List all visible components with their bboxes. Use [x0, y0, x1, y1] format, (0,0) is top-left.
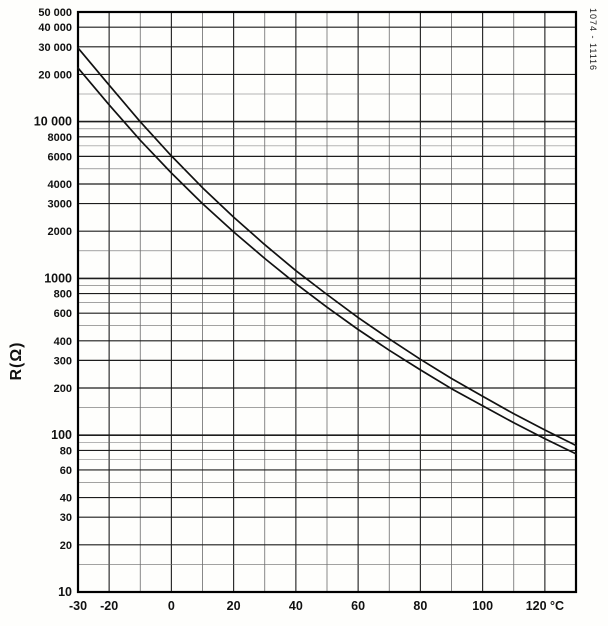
- y-tick-label: 10: [58, 585, 72, 599]
- x-tick-label: 100: [472, 599, 493, 613]
- y-tick-label: 600: [54, 308, 72, 320]
- y-tick-label: 200: [54, 383, 72, 395]
- y-tick-label: 8000: [48, 132, 72, 144]
- figure-number: 1074 - 11116: [588, 8, 598, 72]
- y-tick-label: 1000: [44, 271, 72, 285]
- y-tick-label: 30 000: [38, 42, 72, 54]
- y-tick-label: 800: [54, 289, 72, 301]
- y-tick-label: 40: [60, 493, 72, 505]
- y-tick-label: 100: [51, 428, 72, 442]
- plot-border: [76, 10, 578, 594]
- y-axis-title: R(Ω): [8, 341, 25, 381]
- y-tick-label: 60: [60, 465, 72, 477]
- x-tick-label: 120 °C: [526, 599, 564, 613]
- y-tick-label: 4000: [48, 179, 72, 191]
- y-tick-label: 40 000: [38, 22, 72, 34]
- x-tick-label: -30: [69, 599, 87, 613]
- y-tick-label: 30: [60, 512, 72, 524]
- y-tick-label: 3000: [48, 199, 72, 211]
- x-tick-label: 80: [413, 599, 427, 613]
- y-tick-label: 400: [54, 336, 72, 348]
- x-tick-label: 20: [227, 599, 241, 613]
- y-tick-label: 50 000: [38, 7, 72, 19]
- y-tick-label: 20 000: [38, 69, 72, 81]
- y-tick-label: 2000: [48, 226, 72, 238]
- x-tick-label: 40: [289, 599, 303, 613]
- y-tick-label: 10 000: [34, 115, 72, 129]
- x-tick-label: 60: [351, 599, 365, 613]
- y-tick-label: 80: [60, 445, 72, 457]
- y-tick-label: 300: [54, 355, 72, 367]
- x-tick-label: -20: [100, 599, 118, 613]
- y-tick-label: 6000: [48, 151, 72, 163]
- curve-upper-tolerance: [77, 47, 577, 447]
- x-tick-label: 0: [168, 599, 175, 613]
- y-tick-label: 20: [60, 540, 72, 552]
- curve-lower-tolerance: [77, 67, 577, 455]
